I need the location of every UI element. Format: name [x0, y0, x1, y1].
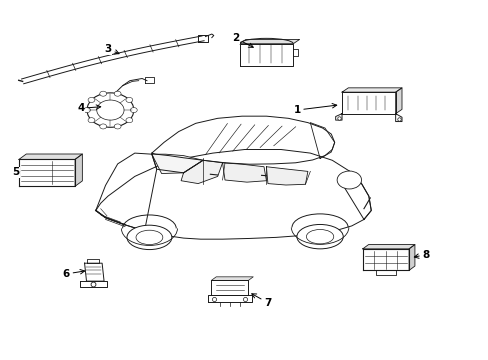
- Text: 7: 7: [251, 294, 271, 308]
- Circle shape: [97, 100, 124, 120]
- Circle shape: [114, 91, 121, 96]
- Circle shape: [114, 124, 121, 129]
- Polygon shape: [152, 116, 334, 164]
- Polygon shape: [80, 281, 107, 287]
- Circle shape: [88, 118, 95, 123]
- Text: 4: 4: [77, 103, 101, 113]
- Polygon shape: [19, 159, 75, 186]
- Text: 5: 5: [12, 167, 20, 177]
- Ellipse shape: [296, 225, 343, 249]
- Polygon shape: [362, 249, 408, 270]
- Ellipse shape: [127, 225, 171, 249]
- Polygon shape: [239, 44, 293, 66]
- Polygon shape: [395, 88, 401, 114]
- Polygon shape: [152, 154, 203, 174]
- Polygon shape: [211, 277, 253, 280]
- Circle shape: [126, 98, 132, 103]
- Polygon shape: [362, 244, 414, 249]
- Polygon shape: [96, 153, 157, 231]
- Circle shape: [336, 171, 361, 189]
- Text: 3: 3: [104, 44, 119, 54]
- Text: 6: 6: [62, 269, 84, 279]
- Polygon shape: [207, 296, 251, 302]
- Text: 1: 1: [293, 104, 336, 115]
- Polygon shape: [96, 149, 370, 239]
- Polygon shape: [239, 40, 299, 44]
- Polygon shape: [341, 171, 370, 220]
- Polygon shape: [222, 163, 266, 182]
- Polygon shape: [341, 88, 401, 92]
- Polygon shape: [84, 263, 104, 281]
- Ellipse shape: [306, 229, 333, 244]
- Polygon shape: [181, 160, 222, 184]
- Circle shape: [126, 118, 132, 123]
- Ellipse shape: [136, 230, 163, 244]
- Circle shape: [88, 98, 95, 103]
- Circle shape: [130, 108, 137, 113]
- Polygon shape: [19, 154, 82, 159]
- Polygon shape: [408, 244, 414, 270]
- Text: 2: 2: [232, 33, 253, 47]
- Circle shape: [100, 124, 106, 129]
- Polygon shape: [341, 92, 395, 114]
- Polygon shape: [75, 154, 82, 186]
- Polygon shape: [211, 280, 248, 296]
- Circle shape: [100, 91, 106, 96]
- Polygon shape: [266, 167, 307, 185]
- Circle shape: [87, 93, 134, 127]
- Text: 8: 8: [413, 249, 429, 260]
- Circle shape: [83, 108, 90, 113]
